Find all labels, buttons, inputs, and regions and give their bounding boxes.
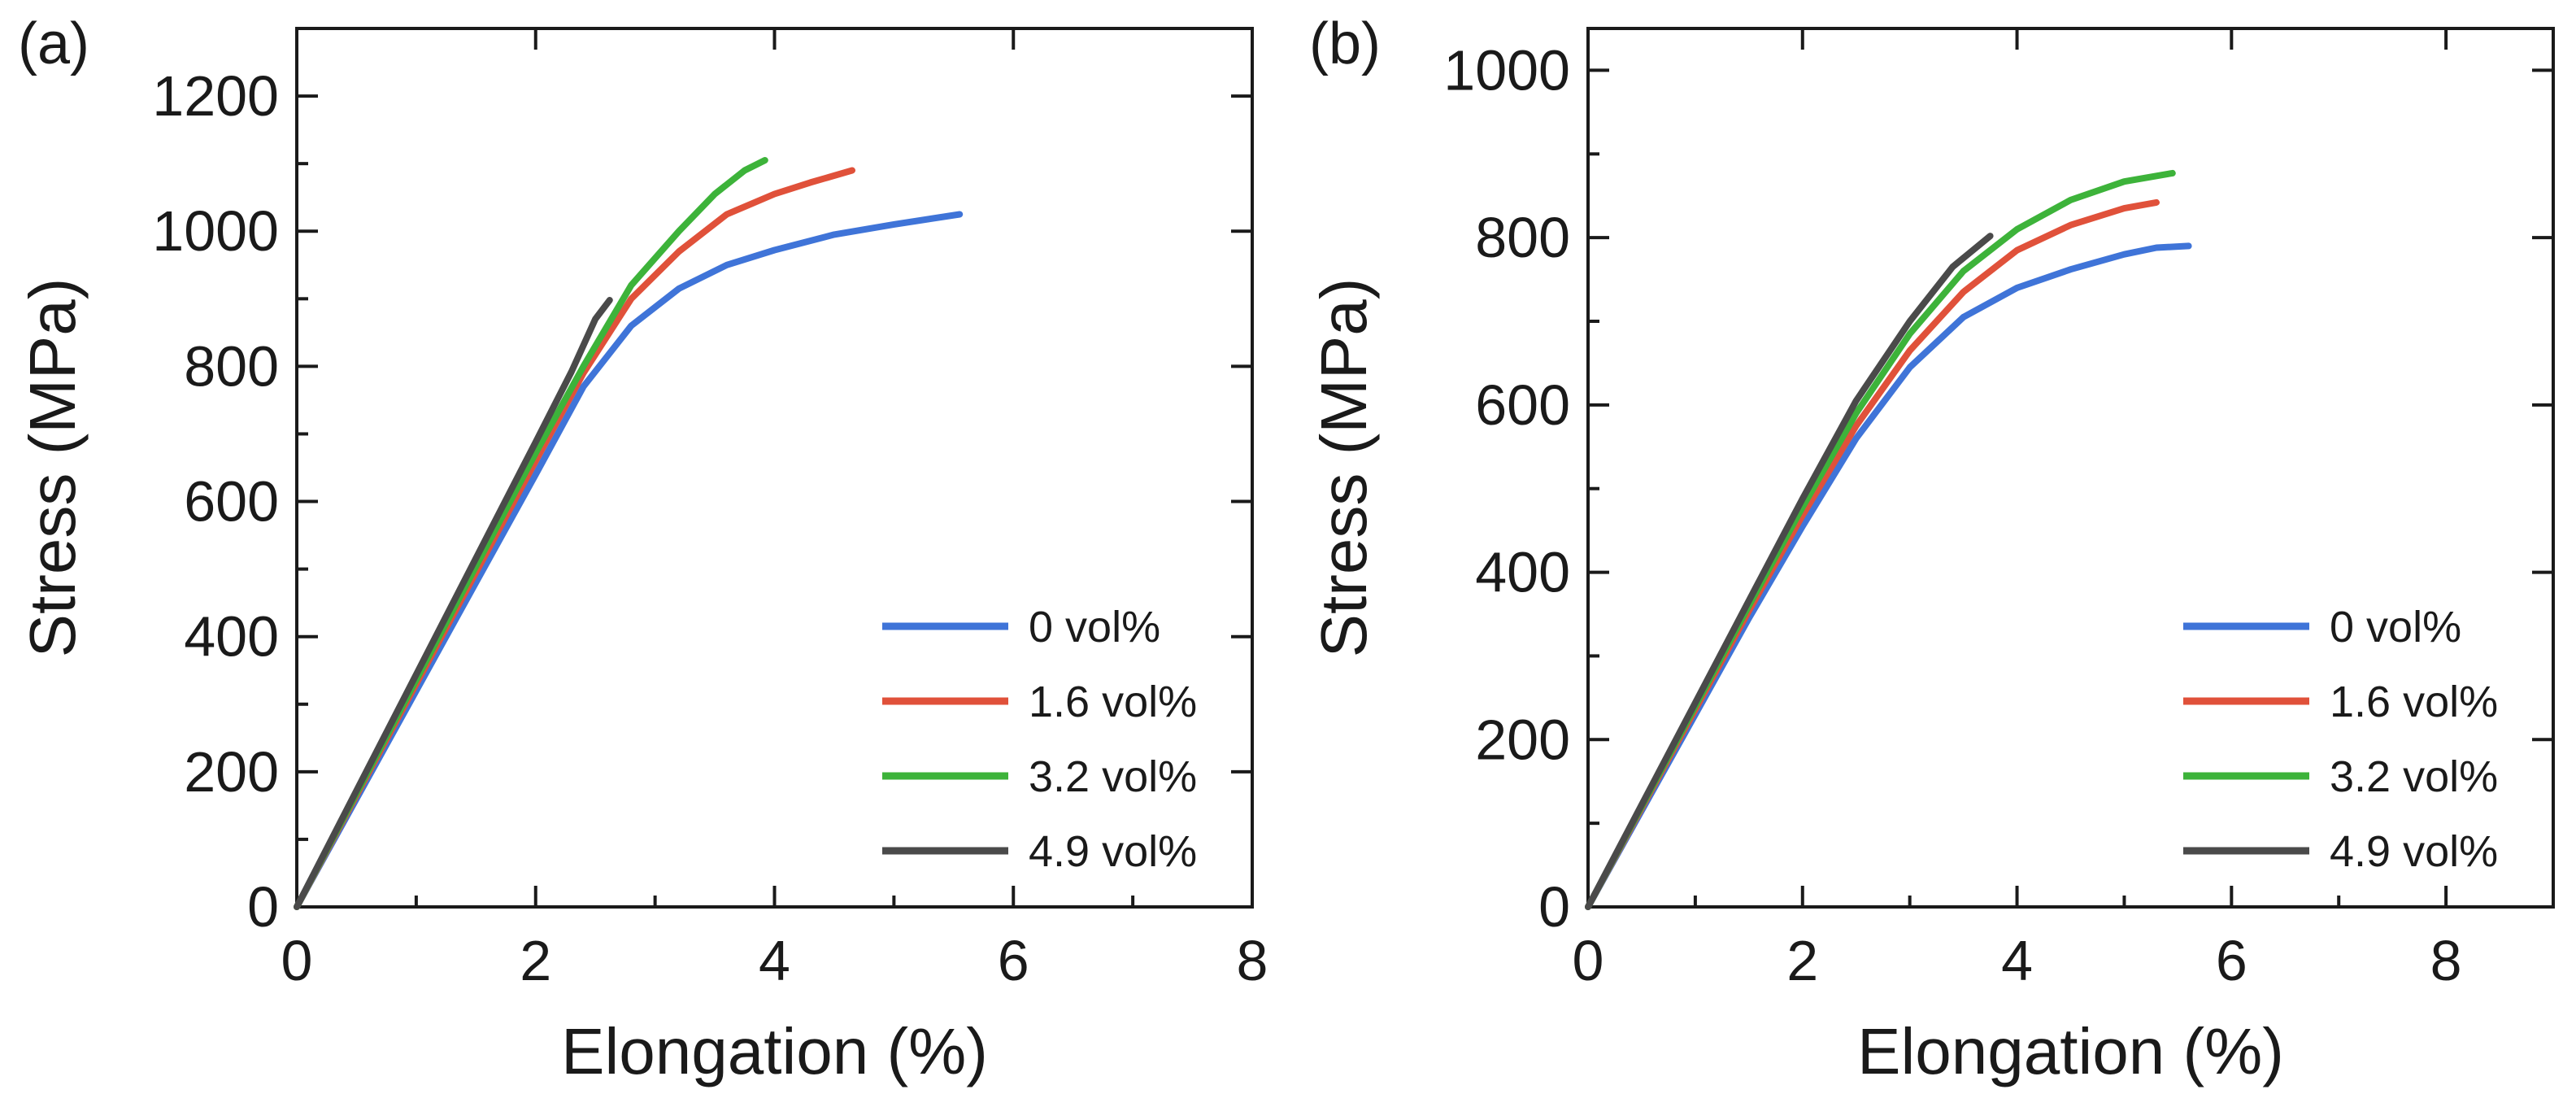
x-tick-label: 6 bbox=[2216, 929, 2247, 992]
legend-entry-label: 4.9 vol% bbox=[2330, 827, 2498, 876]
legend-entry-label: 0 vol% bbox=[1029, 603, 1160, 652]
legend-entry-label: 4.9 vol% bbox=[1029, 827, 1197, 876]
x-tick-label: 2 bbox=[520, 929, 551, 992]
x-tick-label: 6 bbox=[998, 929, 1029, 992]
legend-entry-label: 1.6 vol% bbox=[1029, 678, 1197, 726]
series-line-3-2-vol bbox=[294, 157, 768, 910]
series-line-3-2-vol bbox=[1585, 169, 2176, 910]
y-tick-label: 1200 bbox=[152, 64, 279, 128]
series-line-4-9-vol bbox=[1585, 233, 1994, 910]
legend-entry-label: 3.2 vol% bbox=[2330, 752, 2498, 801]
y-tick-label: 1000 bbox=[152, 199, 279, 263]
x-tick-label: 8 bbox=[2430, 929, 2462, 992]
series-line-0-vol bbox=[294, 211, 964, 910]
series-line-4-9-vol bbox=[294, 297, 613, 910]
y-tick-label: 0 bbox=[1538, 875, 1570, 939]
x-tick-label: 0 bbox=[1573, 929, 1604, 992]
series-line-1-6-vol bbox=[1585, 198, 2160, 910]
y-tick-label: 400 bbox=[1475, 541, 1570, 604]
y-axis-label: Stress (MPa) bbox=[16, 278, 89, 658]
series-line-1-6-vol bbox=[294, 167, 855, 910]
x-axis-label: Elongation (%) bbox=[1857, 1015, 2284, 1087]
x-tick-label: 4 bbox=[759, 929, 790, 992]
chart-panel-b: 0 2 4 6 8 0 200 400 600 800 1000 Elongation (%) Stre… bbox=[1308, 11, 2555, 1087]
y-tick-label: 400 bbox=[184, 605, 279, 669]
x-tick-label: 8 bbox=[1237, 929, 1268, 992]
y-tick-label: 800 bbox=[1475, 206, 1570, 269]
legend-entry-label: 1.6 vol% bbox=[2330, 678, 2498, 726]
x-tick-label: 2 bbox=[1786, 929, 1818, 992]
legend-entry-label: 0 vol% bbox=[2330, 603, 2461, 652]
y-tick-label: 1000 bbox=[1443, 38, 1570, 102]
x-tick-label: 4 bbox=[2001, 929, 2033, 992]
y-tick-label: 600 bbox=[1475, 373, 1570, 437]
x-tick-label: 0 bbox=[281, 929, 313, 992]
panel-label: (b) bbox=[1309, 11, 1381, 76]
chart-panel-a: 0 2 4 6 8 0 200 400 600 800 1000 1200 Elongation (%)… bbox=[16, 11, 1268, 1087]
y-tick-label: 800 bbox=[184, 334, 279, 398]
y-tick-label: 0 bbox=[247, 875, 279, 939]
y-tick-label: 200 bbox=[184, 740, 279, 804]
series-line-0-vol bbox=[1585, 242, 2192, 910]
plot-frame bbox=[1586, 27, 2555, 909]
y-tick-label: 600 bbox=[184, 470, 279, 534]
legend-entry-label: 3.2 vol% bbox=[1029, 752, 1197, 801]
y-tick-label: 200 bbox=[1475, 708, 1570, 771]
y-axis-label: Stress (MPa) bbox=[1308, 278, 1380, 658]
panel-label: (a) bbox=[18, 11, 89, 76]
x-axis-label: Elongation (%) bbox=[561, 1015, 988, 1087]
